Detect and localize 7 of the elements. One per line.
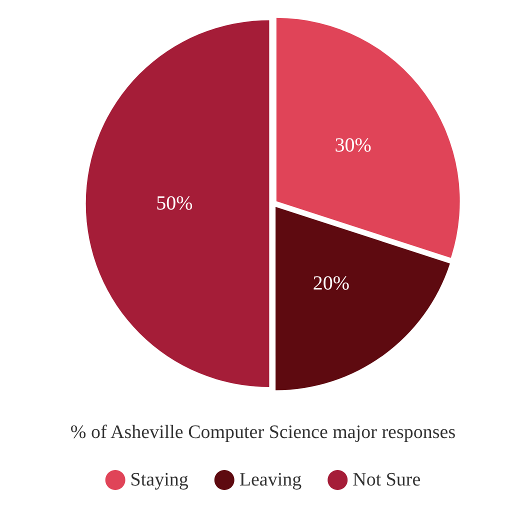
data-label: 30% [334, 134, 372, 157]
legend-label: Leaving [239, 470, 302, 490]
data-label: 20% [312, 272, 350, 294]
legend-label: Not Sure [352, 470, 421, 490]
data-label: 50% [156, 192, 193, 215]
legend-label: Staying [130, 470, 189, 490]
text: % of Asheville Computer Science major responses [70, 422, 456, 443]
